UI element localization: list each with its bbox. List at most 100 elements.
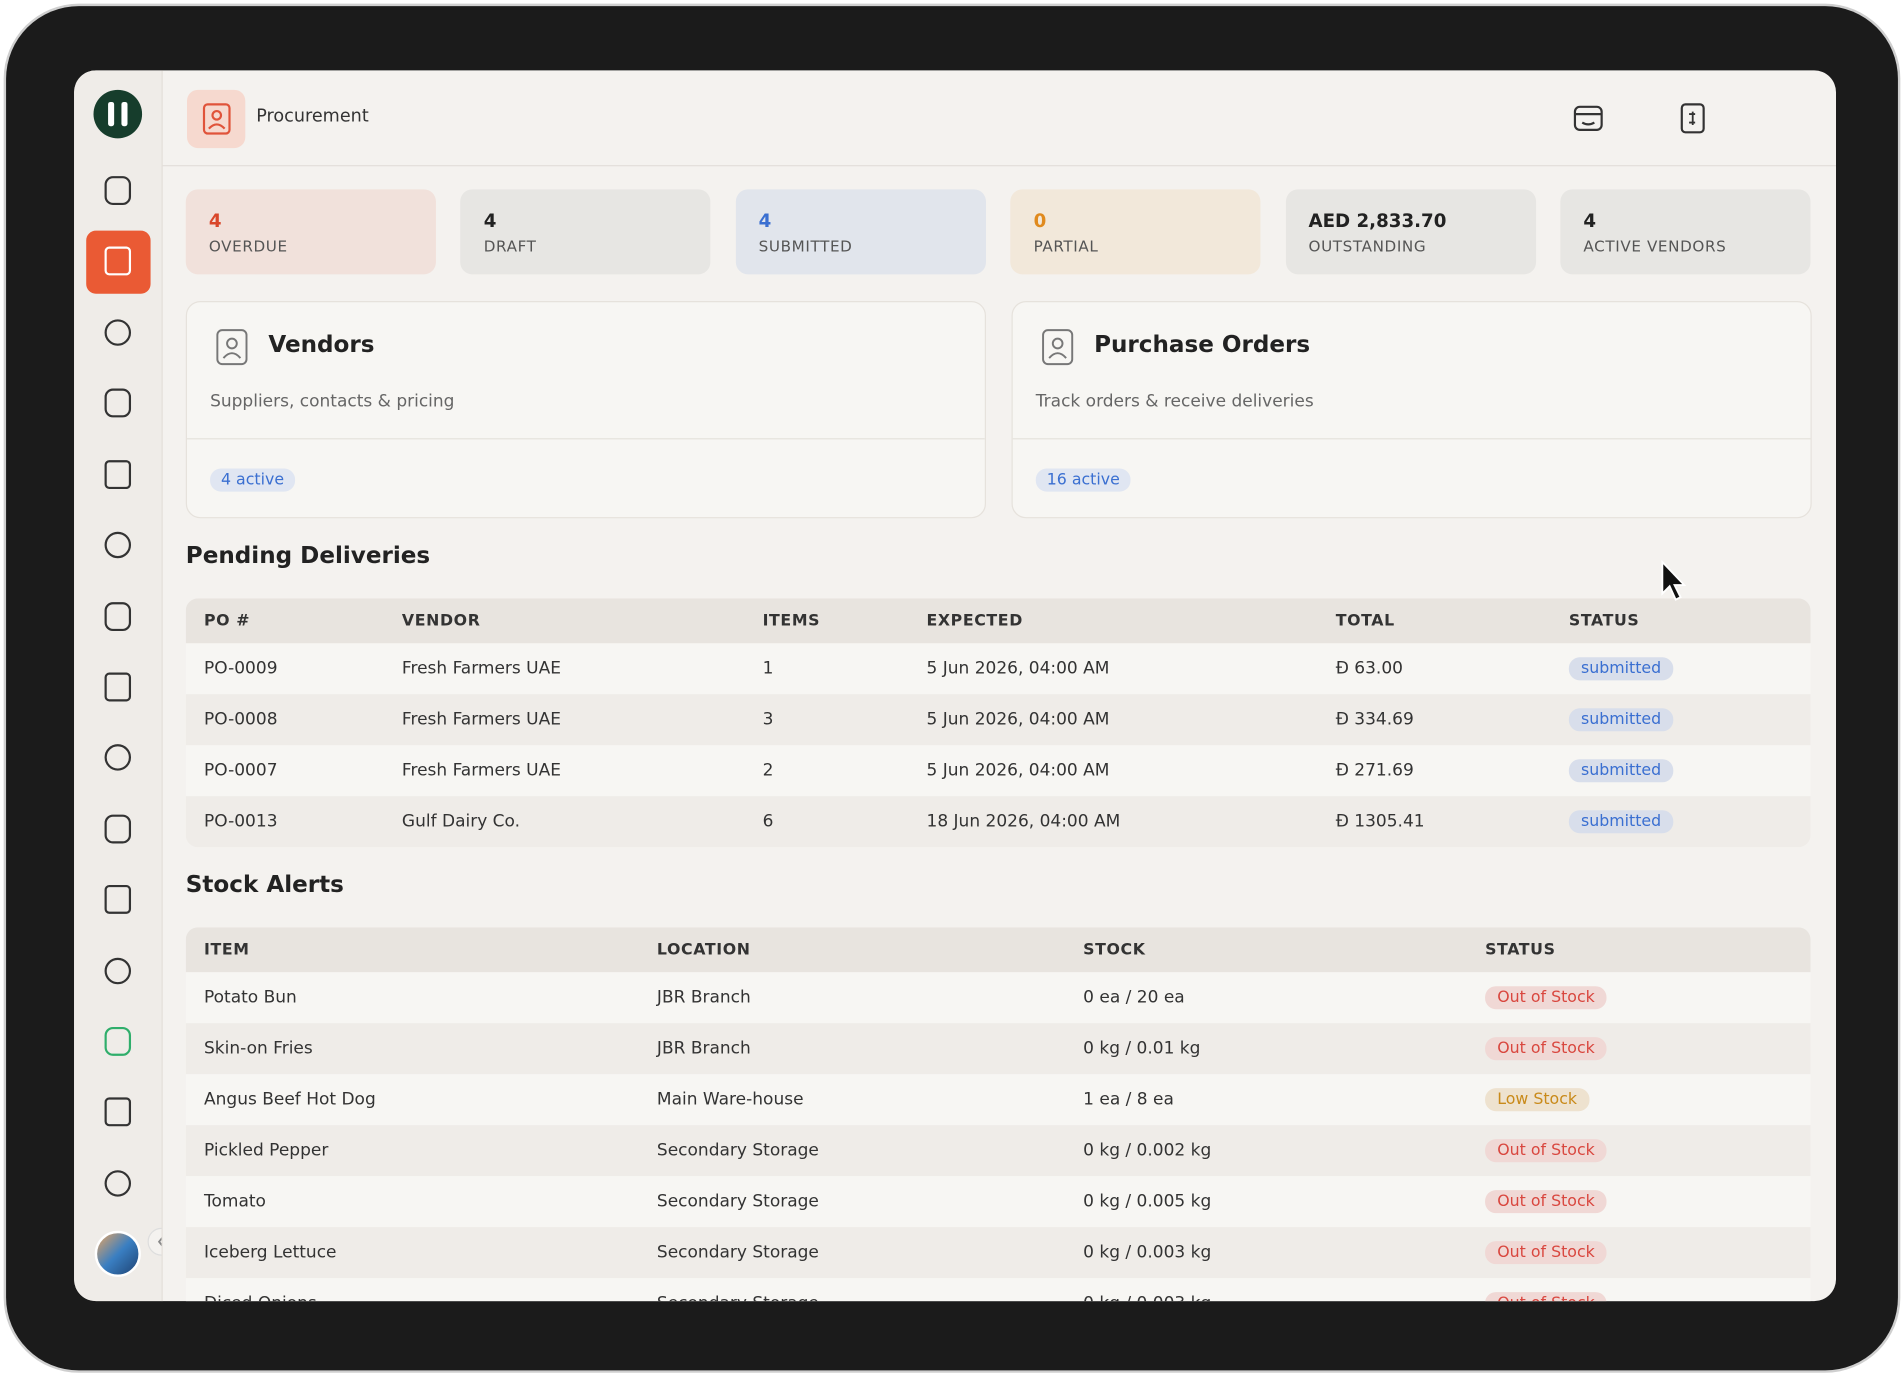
nav-icon[interactable] bbox=[104, 672, 132, 702]
column-header: STATUS bbox=[1485, 940, 1556, 959]
nav-icon[interactable] bbox=[104, 744, 132, 771]
nav-icon[interactable] bbox=[104, 531, 132, 559]
cell: Fresh Farmers UAE bbox=[401, 761, 562, 781]
cell: Angus Beef Hot Dog bbox=[204, 1089, 376, 1110]
nav-icon[interactable] bbox=[104, 957, 132, 985]
cell: 1 bbox=[762, 659, 774, 679]
status-badge: Out of Stock bbox=[1485, 1037, 1607, 1061]
nav-card[interactable]: Vendors Suppliers, contacts & pricing 4 ac… bbox=[185, 301, 987, 519]
cell: Main Ware-house bbox=[656, 1089, 804, 1110]
nav-icon[interactable] bbox=[104, 1026, 132, 1056]
stat-card: 0 PARTIAL bbox=[1010, 189, 1261, 275]
card-subtitle: Track orders & receive deliveries bbox=[1035, 392, 1314, 412]
card-divider bbox=[1012, 438, 1811, 440]
status-badge: submitted bbox=[1568, 708, 1674, 732]
cell: 6 bbox=[762, 812, 774, 832]
table-row[interactable]: Iceberg Lettuce Secondary Storage 0 kg / 0… bbox=[185, 1227, 1811, 1279]
stat-value: 4 bbox=[1583, 209, 1597, 232]
nav-icon[interactable] bbox=[104, 602, 132, 632]
table-row[interactable]: PO-0007 Fresh Farmers UAE 2 5 Jun 2026, 04:… bbox=[185, 745, 1811, 797]
table: ITEM LOCATION STOCK STATUS Potato Bun JBR Bra… bbox=[185, 927, 1811, 1302]
cell: Iceberg Lettuce bbox=[204, 1242, 337, 1263]
column-header: EXPECTED bbox=[926, 611, 1023, 630]
status-badge: Out of Stock bbox=[1485, 1190, 1607, 1214]
cell: Pickled Pepper bbox=[204, 1140, 329, 1161]
stat-label: OVERDUE bbox=[208, 236, 288, 255]
stat-label: OUTSTANDING bbox=[1308, 236, 1427, 255]
table-header: ITEM LOCATION STOCK STATUS bbox=[185, 927, 1811, 973]
nav-icon[interactable] bbox=[104, 1097, 132, 1127]
nav-icon[interactable] bbox=[104, 814, 132, 844]
table-row[interactable]: Potato Bun JBR Branch 0 ea / 20 ea Out of S… bbox=[185, 972, 1811, 1024]
nav-card[interactable]: Purchase Orders Track orders & receive de… bbox=[1011, 301, 1812, 519]
cell: PO-0013 bbox=[204, 812, 278, 832]
cell: 18 Jun 2026, 04:00 AM bbox=[926, 812, 1121, 832]
logo-mark bbox=[108, 101, 115, 127]
cell: 2 bbox=[762, 761, 774, 781]
column-header: STATUS bbox=[1568, 611, 1640, 630]
table-row[interactable]: Angus Beef Hot Dog Main Ware-house 1 ea / … bbox=[185, 1074, 1811, 1126]
nav-icon[interactable] bbox=[104, 460, 132, 490]
card-icon bbox=[1042, 329, 1074, 366]
stat-label: DRAFT bbox=[483, 236, 537, 255]
card-badge: 16 active bbox=[1035, 468, 1131, 492]
nav-icon[interactable] bbox=[104, 176, 132, 206]
cell: 0 ea / 20 ea bbox=[1083, 988, 1185, 1008]
stat-value: 4 bbox=[758, 209, 772, 232]
cell: 5 Jun 2026, 04:00 AM bbox=[926, 659, 1110, 679]
card-divider bbox=[187, 438, 985, 440]
invoice-button[interactable] bbox=[1675, 100, 1711, 136]
cell: Secondary Storage bbox=[656, 1191, 819, 1212]
cell: Potato Bun bbox=[204, 988, 297, 1008]
nav-icon[interactable] bbox=[104, 246, 132, 276]
cell: PO-0007 bbox=[204, 761, 278, 781]
column-header: ITEM bbox=[204, 940, 250, 959]
active-nav[interactable] bbox=[86, 230, 151, 294]
stat-card: 4 OVERDUE bbox=[185, 189, 436, 275]
section-title: Stock Alerts bbox=[185, 871, 344, 899]
status-badge: submitted bbox=[1568, 657, 1674, 681]
stat-card: 4 ACTIVE VENDORS bbox=[1560, 189, 1811, 275]
cell: Fresh Farmers UAE bbox=[401, 659, 562, 679]
table-row[interactable]: PO-0009 Fresh Farmers UAE 1 5 Jun 2026, 04:… bbox=[185, 643, 1811, 695]
card-badge: 4 active bbox=[210, 468, 295, 492]
card-title: Vendors bbox=[268, 331, 375, 359]
header: Procurement bbox=[161, 70, 1837, 167]
nav-icon[interactable] bbox=[104, 319, 132, 346]
table-row[interactable]: Skin-on Fries JBR Branch 0 kg / 0.01 kg Out… bbox=[185, 1023, 1811, 1075]
cell: PO-0008 bbox=[204, 710, 278, 730]
table-row[interactable]: Diced Onions Secondary Storage 0 kg / 0.00… bbox=[185, 1278, 1811, 1302]
cell: 1 ea / 8 ea bbox=[1083, 1089, 1174, 1110]
stat-label: SUBMITTED bbox=[758, 236, 853, 255]
table-row[interactable]: Pickled Pepper Secondary Storage 0 kg / 0.… bbox=[185, 1125, 1811, 1177]
cursor bbox=[1661, 559, 1687, 601]
status-badge: Low Stock bbox=[1485, 1088, 1590, 1112]
card-title: Purchase Orders bbox=[1094, 331, 1311, 359]
page-icon bbox=[187, 89, 246, 149]
nav-icon[interactable] bbox=[104, 1170, 132, 1197]
nav-icon[interactable] bbox=[104, 884, 132, 914]
status-badge: Out of Stock bbox=[1485, 1139, 1607, 1163]
column-header: LOCATION bbox=[656, 940, 751, 959]
cell: Secondary Storage bbox=[657, 1294, 819, 1301]
cell: 0 kg / 0.002 kg bbox=[1083, 1140, 1212, 1161]
column-header: PO # bbox=[204, 611, 251, 630]
stat-label: PARTIAL bbox=[1033, 236, 1099, 255]
stat-card: 4 DRAFT bbox=[460, 189, 711, 275]
cell: 0 kg / 0.003 kg bbox=[1083, 1242, 1212, 1263]
store-button[interactable] bbox=[1570, 100, 1606, 136]
cell: Đ 63.00 bbox=[1335, 659, 1403, 679]
cell: Skin-on Fries bbox=[204, 1038, 313, 1059]
avatar[interactable] bbox=[94, 1230, 141, 1277]
table-row[interactable]: PO-0013 Gulf Dairy Co. 6 18 Jun 2026, 04:00… bbox=[185, 796, 1811, 848]
logo[interactable] bbox=[93, 89, 143, 139]
status-badge: Out of Stock bbox=[1485, 1241, 1607, 1265]
table-row[interactable]: PO-0008 Fresh Farmers UAE 3 5 Jun 2026, 04:… bbox=[185, 694, 1811, 746]
stat-value: 4 bbox=[208, 209, 222, 232]
nav-icon[interactable] bbox=[104, 388, 132, 418]
stat-value: AED 2,833.70 bbox=[1308, 209, 1447, 232]
logo-mark bbox=[121, 101, 128, 127]
table-row[interactable]: Tomato Secondary Storage 0 kg / 0.005 kg Ou… bbox=[185, 1176, 1811, 1228]
stat-card: AED 2,833.70 OUTSTANDING bbox=[1285, 189, 1536, 275]
